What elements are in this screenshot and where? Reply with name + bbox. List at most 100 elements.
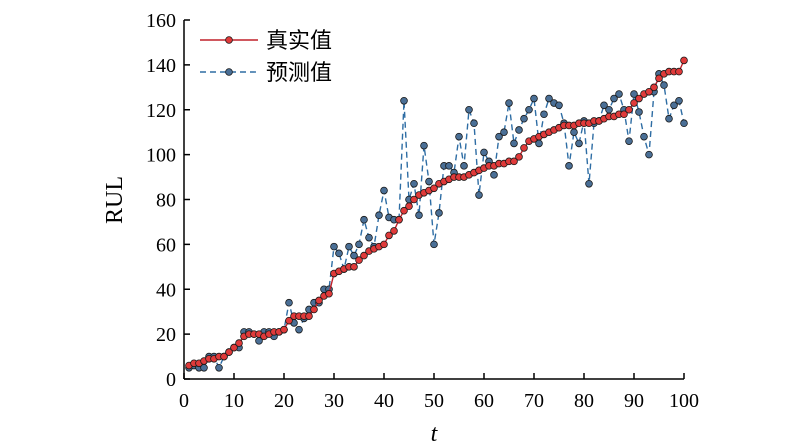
data-point	[280, 325, 288, 334]
data-point	[615, 90, 623, 98]
y-tick-label: 0	[166, 369, 176, 391]
data-point	[680, 119, 688, 128]
data-point	[635, 94, 643, 103]
data-point	[380, 186, 388, 195]
x-tick-label: 60	[474, 390, 494, 412]
data-point	[355, 240, 363, 249]
data-point	[600, 101, 608, 110]
data-point	[475, 191, 483, 199]
legend-marker	[225, 36, 233, 44]
y-tick-label: 120	[146, 100, 176, 122]
data-point	[665, 114, 673, 123]
data-point	[365, 233, 373, 242]
x-tick-label: 20	[274, 390, 294, 412]
legend-marker	[225, 68, 233, 76]
data-point	[220, 352, 228, 361]
data-point	[350, 263, 358, 271]
data-point	[515, 126, 523, 134]
data-point	[455, 132, 463, 141]
data-point	[430, 184, 438, 193]
data-point	[400, 96, 408, 105]
data-point	[360, 251, 368, 260]
data-point	[305, 312, 313, 320]
x-tick-label: 40	[374, 390, 394, 412]
data-point	[410, 179, 418, 188]
data-point	[415, 211, 423, 220]
data-point	[465, 105, 473, 114]
data-point	[395, 215, 403, 224]
data-point	[285, 316, 293, 325]
y-tick-label: 160	[146, 10, 176, 32]
x-tick-label: 90	[624, 390, 644, 412]
x-axis-label: t	[431, 421, 439, 447]
data-point	[630, 99, 638, 107]
data-point	[645, 88, 653, 96]
axis-ticks: 0 10 20 30 40 50 60 70 80 90 100 0 20 40 60 80 100 120 140…	[146, 10, 699, 412]
data-point	[385, 231, 393, 240]
data-point	[625, 105, 633, 114]
data-point	[515, 153, 523, 161]
data-point	[675, 67, 683, 76]
legend-item: 真实值	[200, 29, 332, 54]
data-point	[335, 249, 343, 258]
y-axis-label: RUL	[102, 176, 128, 224]
data-point	[575, 139, 583, 148]
data-point	[510, 139, 518, 148]
data-point	[405, 202, 413, 211]
data-point	[545, 94, 553, 103]
data-point	[525, 105, 533, 114]
y-tick-label: 40	[156, 279, 176, 301]
y-tick-label: 140	[146, 55, 176, 77]
data-point	[680, 56, 688, 65]
data-point	[640, 132, 648, 141]
data-point	[355, 256, 363, 264]
data-point	[490, 171, 498, 179]
data-point	[360, 215, 368, 224]
data-point	[330, 242, 338, 251]
series-layer	[185, 56, 688, 372]
data-point	[510, 157, 518, 166]
data-point	[500, 128, 508, 136]
x-tick-label: 10	[224, 390, 244, 412]
data-point	[670, 101, 678, 110]
data-point	[470, 119, 478, 128]
data-point	[480, 148, 488, 157]
x-tick-label: 0	[179, 390, 189, 412]
data-point	[625, 137, 633, 145]
data-point	[635, 108, 643, 116]
legend-label: 预测值	[266, 61, 332, 86]
data-point	[235, 339, 243, 347]
series-true	[185, 56, 688, 370]
data-point	[505, 99, 513, 107]
data-point	[675, 96, 683, 105]
data-point	[630, 90, 638, 98]
data-point	[650, 83, 658, 92]
plot-axes	[183, 20, 684, 380]
data-point	[430, 240, 438, 249]
data-point	[620, 110, 628, 119]
legend-label: 真实值	[266, 29, 332, 54]
data-point	[645, 150, 653, 159]
data-point	[520, 114, 528, 123]
data-point	[390, 227, 398, 235]
data-point	[375, 211, 383, 220]
data-point	[585, 179, 593, 188]
x-tick-label: 50	[424, 390, 444, 412]
data-point	[460, 162, 468, 170]
x-tick-label: 70	[524, 390, 544, 412]
y-tick-label: 20	[156, 324, 176, 346]
data-point	[380, 240, 388, 249]
data-point	[660, 81, 668, 89]
data-point	[425, 177, 433, 186]
x-tick-label: 100	[669, 390, 699, 412]
data-point	[530, 94, 538, 103]
data-point	[400, 206, 408, 215]
data-point	[325, 289, 333, 298]
x-tick-label: 30	[324, 390, 344, 412]
data-point	[435, 209, 443, 217]
data-point	[655, 74, 663, 83]
data-point	[495, 132, 503, 141]
data-point	[350, 251, 358, 260]
data-point	[445, 162, 453, 170]
